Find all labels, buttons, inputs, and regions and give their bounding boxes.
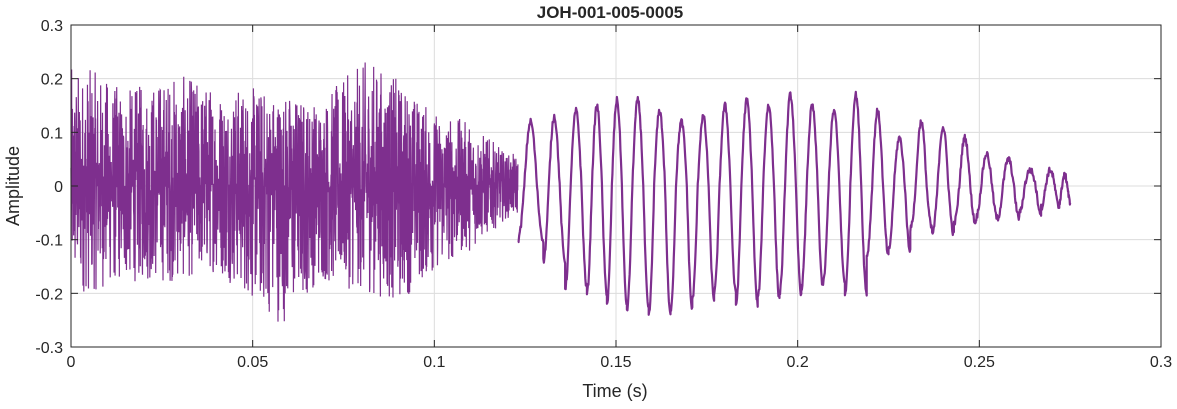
x-axis-label: Time (s) <box>582 381 647 401</box>
x-tick-label: 0.15 <box>600 354 631 371</box>
plot-area <box>70 62 1072 322</box>
waveform-oscillation-segment <box>517 90 1072 316</box>
chart-title: JOH-001-005-0005 <box>537 3 683 22</box>
y-tick-label: -0.2 <box>35 286 63 303</box>
x-tick-label: 0.2 <box>787 354 809 371</box>
y-tick-label: 0 <box>54 179 63 196</box>
x-axis-ticks: 0 0.05 0.1 0.15 0.2 0.25 0.3 <box>67 25 1172 371</box>
y-axis-label: Amplitude <box>3 146 23 226</box>
x-tick-label: 0 <box>67 354 76 371</box>
y-tick-label: 0.3 <box>41 18 63 35</box>
y-tick-label: 0.2 <box>41 72 63 89</box>
y-axis-ticks: -0.3 -0.2 -0.1 0 0.1 0.2 0.3 <box>35 18 1161 357</box>
waveform-noisy-segment <box>70 62 519 322</box>
x-tick-label: 0.25 <box>964 354 995 371</box>
y-tick-label: -0.3 <box>35 340 63 357</box>
y-tick-label: 0.1 <box>41 125 63 142</box>
x-tick-label: 0.05 <box>237 354 268 371</box>
x-tick-label: 0.1 <box>423 354 445 371</box>
y-tick-label: -0.1 <box>35 233 63 250</box>
x-tick-label: 0.3 <box>1150 354 1172 371</box>
